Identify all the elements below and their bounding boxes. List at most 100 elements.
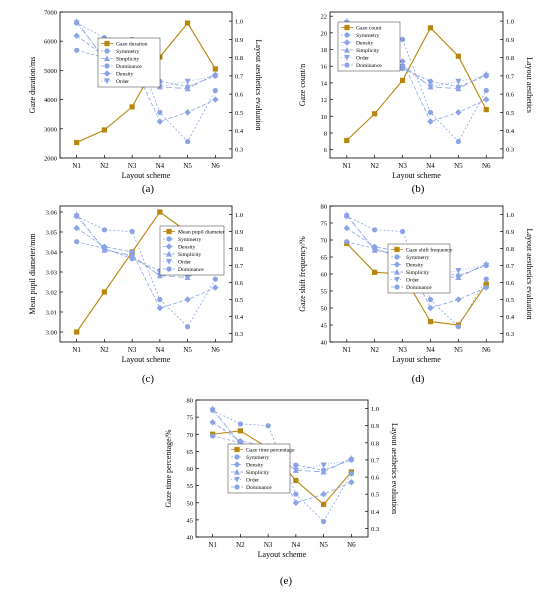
y-axis-label: Gaze count/n xyxy=(298,64,307,106)
y-tick-label: 3.01 xyxy=(46,310,57,317)
series-line xyxy=(346,215,487,328)
data-point xyxy=(483,73,489,79)
y-tick-label: 60 xyxy=(187,466,194,473)
data-point xyxy=(321,518,327,525)
x-tick-label: N4 xyxy=(156,346,165,354)
data-point xyxy=(185,324,191,330)
data-point xyxy=(348,457,354,463)
x-tick-label: N3 xyxy=(128,346,137,354)
legend-marker xyxy=(394,254,400,260)
data-point xyxy=(156,304,164,312)
chart-panel-4: 40 45 50 55 60 65 70 75 80 0.3 0.4 0.5 0.6 0.7 0.8 0.9 1… xyxy=(298,204,534,386)
y2-tick-label: 0.6 xyxy=(371,475,380,482)
plot-frame xyxy=(329,11,504,159)
y2-axis-label: Layout aesthetics xyxy=(525,57,534,113)
y-tick-label: 20 xyxy=(321,30,328,37)
x-tick-label: N5 xyxy=(319,541,328,549)
y-tick-label: 75 xyxy=(187,415,194,422)
data-point xyxy=(156,118,164,125)
y-tick-label: 4000 xyxy=(44,97,57,104)
legend-marker xyxy=(166,250,172,257)
data-point xyxy=(210,433,216,439)
data-point xyxy=(128,248,136,256)
data-point xyxy=(455,53,461,59)
y2-tick-label: 0.5 xyxy=(235,110,243,117)
series-line xyxy=(346,49,487,88)
y-tick-label: 12 xyxy=(321,97,328,104)
data-point xyxy=(292,499,300,506)
data-point xyxy=(157,109,163,115)
legend-marker xyxy=(394,284,400,290)
data-point xyxy=(427,319,434,325)
y2-tick-label: 0.5 xyxy=(506,110,514,117)
x-tick-label: N4 xyxy=(292,541,301,549)
data-point xyxy=(348,471,354,477)
legend-label: Dominance xyxy=(246,485,272,491)
y2-tick-label: 0.4 xyxy=(235,314,244,321)
data-point xyxy=(74,239,80,245)
legend-label: Simplicity xyxy=(406,270,430,276)
y2-tick-label: 0.6 xyxy=(235,280,244,287)
data-point xyxy=(73,224,80,232)
data-point xyxy=(343,224,350,232)
legend-marker xyxy=(234,476,240,483)
chart-panel-3: 3.00 3.01 3.02 3.03 3.04 3.05 3.06 0.3 0.4 0.5 0.6… xyxy=(28,205,244,385)
y-tick-label: 16 xyxy=(321,64,328,71)
series-line xyxy=(76,215,216,328)
y2-tick-label: 1.0 xyxy=(506,212,514,219)
y2-axis-label: Layout aesthetics evaluation xyxy=(390,423,399,514)
x-tick-label: N3 xyxy=(398,346,407,354)
legend-label: Symmetry xyxy=(116,49,140,55)
data-point xyxy=(343,213,350,220)
x-tick-label: N6 xyxy=(211,346,220,354)
x-tick-label: N2 xyxy=(370,162,379,170)
legend-label: Order xyxy=(246,478,259,484)
legend-label: Density xyxy=(178,245,196,251)
plot-frame xyxy=(59,11,233,159)
x-tick-label: N5 xyxy=(454,162,463,170)
legend-marker xyxy=(166,236,172,242)
legend-label: Mean pupil diameter xyxy=(178,230,225,236)
y-tick-label: 6000 xyxy=(44,39,57,46)
data-point xyxy=(455,138,461,145)
data-point xyxy=(372,227,378,233)
y2-tick-label: 0.5 xyxy=(371,492,379,499)
data-point xyxy=(483,107,489,113)
series-line xyxy=(212,409,352,523)
data-point xyxy=(157,296,163,303)
x-tick-label: N1 xyxy=(342,346,351,354)
data-point xyxy=(455,109,462,116)
y2-tick-label: 0.4 xyxy=(506,128,515,135)
y-tick-label: 45 xyxy=(321,323,328,330)
y-tick-label: 70 xyxy=(187,432,194,439)
data-point xyxy=(399,228,406,235)
y-tick-label: 50 xyxy=(187,500,194,507)
data-point xyxy=(399,58,406,65)
y2-tick-label: 0.3 xyxy=(506,331,514,338)
y-tick-label: 55 xyxy=(187,483,194,490)
legend-label: Order xyxy=(178,260,191,266)
y-tick-label: 3.05 xyxy=(46,230,57,237)
data-point xyxy=(344,137,350,144)
legend-marker xyxy=(394,268,400,275)
legend-label: Order xyxy=(356,56,369,62)
y2-tick-label: 0.7 xyxy=(371,457,380,464)
y2-tick-label: 1.0 xyxy=(371,406,379,413)
x-tick-label: N4 xyxy=(156,162,165,170)
data-point xyxy=(372,111,378,117)
data-point xyxy=(101,227,107,233)
legend-label: Simplicity xyxy=(356,48,380,54)
x-axis-label: Layout scheme xyxy=(122,171,171,180)
series-line xyxy=(346,215,487,277)
y2-tick-label: 0.4 xyxy=(235,128,244,135)
panel-label: (a) xyxy=(142,183,155,195)
data-point xyxy=(483,96,490,103)
data-point xyxy=(185,20,191,26)
data-point xyxy=(293,491,299,497)
x-tick-label: N6 xyxy=(482,162,491,170)
data-point xyxy=(483,284,490,291)
data-point xyxy=(427,296,434,303)
data-point xyxy=(344,239,350,245)
